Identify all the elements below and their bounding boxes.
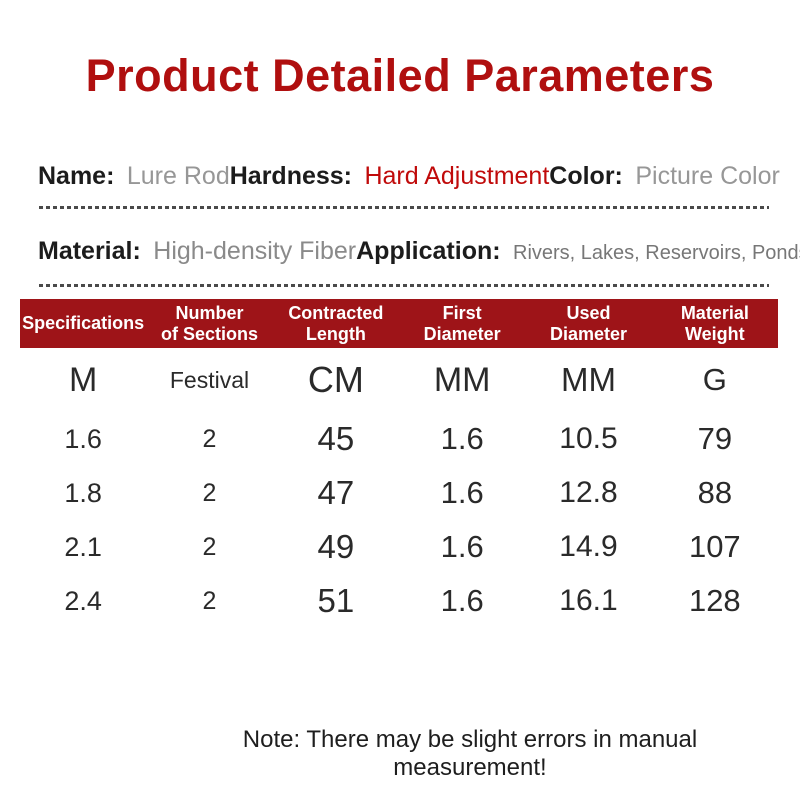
table-header-bar: Specifications Number of Sections Contra… (20, 299, 778, 348)
hardness-label: Hardness: (229, 162, 352, 190)
unit-cell: MM (433, 360, 491, 399)
color-value: Picture Color (635, 162, 780, 190)
header-first-diameter: First Diameter (423, 303, 501, 344)
unit-cell: G (702, 362, 727, 397)
table-cell: 10.5 (559, 422, 618, 455)
table-cell: 1.6 (64, 423, 102, 454)
table-row: 2.1 2 49 1.6 14.9 107 (20, 520, 778, 574)
application-value: Rivers, Lakes, Reservoirs, Ponds, etc. (513, 242, 800, 264)
table-cell: 51 (317, 582, 355, 619)
info-row-2: Material: High-density Fiber Application… (38, 237, 800, 266)
table-cell: 2 (202, 424, 217, 453)
table-cell: 128 (688, 583, 741, 618)
hardness-value: Hard Adjustment (364, 162, 550, 190)
table-cell: 14.9 (559, 530, 618, 563)
table-row-units: M Festival CM MM MM G (20, 348, 778, 412)
table-cell: 1.6 (440, 475, 484, 510)
table-cell: 2.1 (64, 531, 102, 562)
table-cell: 1.6 (440, 421, 484, 456)
table-cell: 2.4 (64, 585, 102, 616)
measurement-note: Note: There may be slight errors in manu… (242, 726, 698, 781)
application-label: Application: (356, 237, 501, 265)
table-row: 2.4 2 51 1.6 16.1 128 (20, 574, 778, 628)
table-row: 1.8 2 47 1.6 12.8 88 (20, 466, 778, 520)
dashed-separator-2 (39, 284, 769, 287)
hardness-pair: Hardness: Hard Adjustment (230, 162, 550, 191)
unit-cell: M (69, 360, 98, 399)
name-label: Name: (38, 162, 115, 190)
name-value: Lure Rod (126, 162, 230, 190)
table-cell: 2 (202, 478, 217, 507)
material-value: High-density Fiber (153, 237, 357, 265)
header-contracted-length: Contracted Length (288, 303, 384, 344)
table-cell: 2 (202, 532, 217, 561)
table-cell: 45 (317, 420, 355, 457)
info-row-1: Name: Lure Rod Hardness: Hard Adjustment… (38, 162, 780, 191)
color-pair: Color: Picture Color (549, 162, 780, 191)
table-cell: 1.6 (440, 529, 484, 564)
table-cell: 47 (317, 474, 355, 511)
table-cell: 88 (697, 475, 733, 510)
color-label: Color: (549, 162, 623, 190)
table-cell: 79 (697, 421, 733, 456)
table-cell: 16.1 (559, 584, 618, 617)
application-pair: Application: Rivers, Lakes, Reservoirs, … (356, 237, 800, 266)
table-cell: 2 (202, 586, 217, 615)
table-cell: 12.8 (559, 476, 618, 509)
dashed-separator-1 (39, 206, 769, 209)
header-material-weight: Material Weight (680, 303, 749, 344)
table-cell: 1.6 (440, 583, 484, 618)
table-cell: 49 (317, 528, 355, 565)
table-body: M Festival CM MM MM G 1.6 2 45 1.6 10.5 … (20, 348, 778, 628)
table-cell: 107 (688, 529, 741, 564)
header-number-of-sections: Number of Sections (160, 303, 258, 344)
table-cell: 1.8 (64, 477, 102, 508)
unit-cell: Festival (169, 366, 250, 393)
page-title: Product Detailed Parameters (85, 50, 715, 101)
unit-cell: MM (561, 361, 616, 398)
material-label: Material: (38, 237, 141, 265)
table-row: 1.6 2 45 1.6 10.5 79 (20, 412, 778, 466)
name-pair: Name: Lure Rod (38, 162, 230, 191)
material-pair: Material: High-density Fiber (38, 237, 356, 266)
unit-cell: CM (307, 359, 364, 400)
header-used-diameter: Used Diameter (549, 303, 628, 344)
header-specifications: Specifications (22, 313, 145, 334)
